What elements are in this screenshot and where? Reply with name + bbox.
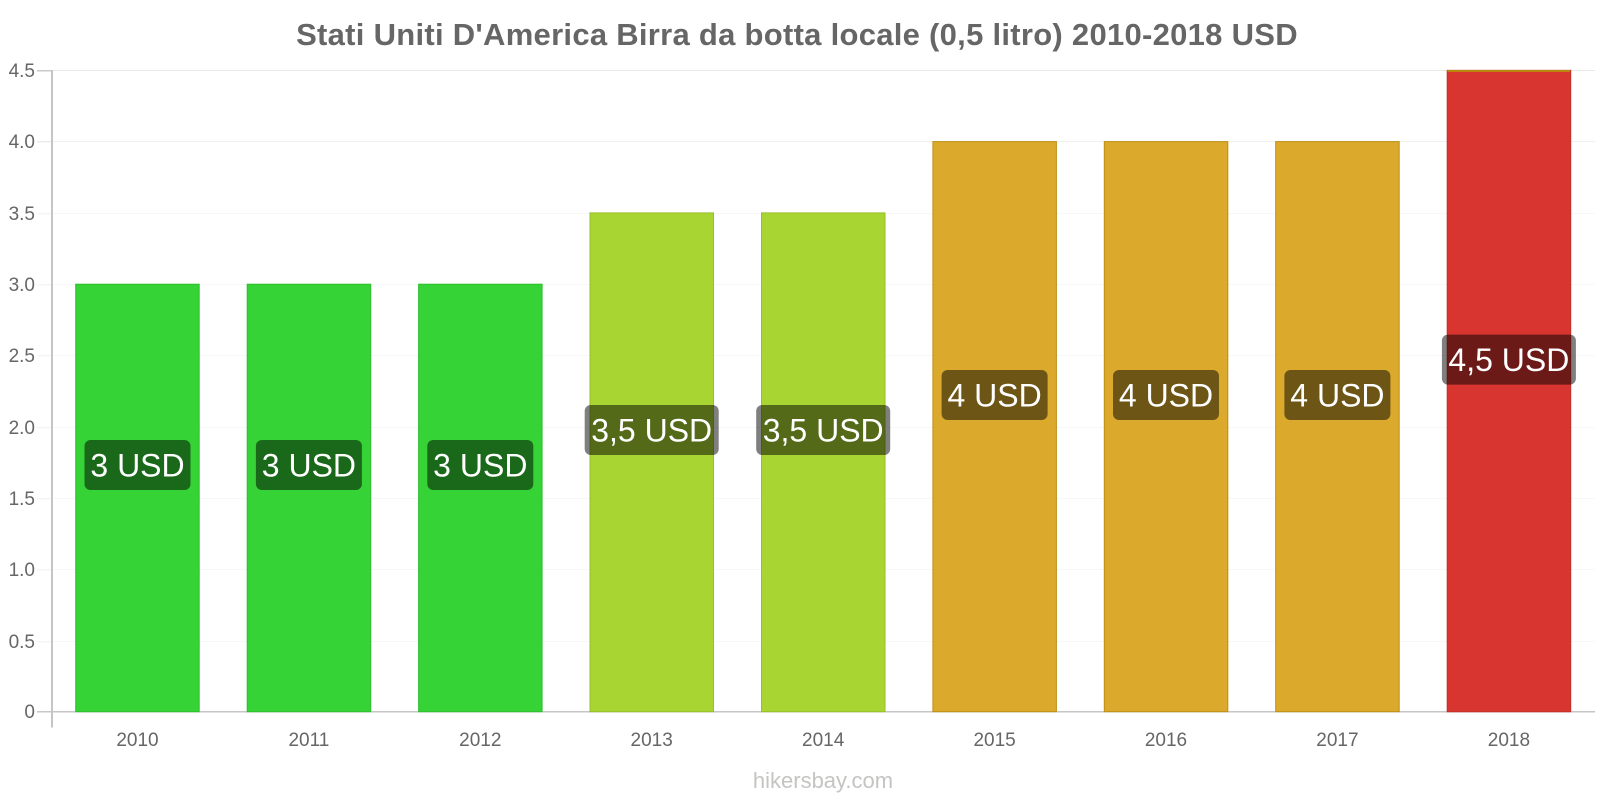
svg-text:3 USD: 3 USD (433, 448, 527, 484)
svg-text:3,5 USD: 3,5 USD (591, 413, 712, 449)
svg-text:0: 0 (24, 702, 35, 723)
svg-text:hikersbay.com: hikersbay.com (753, 768, 893, 793)
svg-text:2.0: 2.0 (9, 418, 35, 439)
svg-text:1.5: 1.5 (9, 489, 35, 510)
svg-text:3.5: 3.5 (9, 204, 35, 225)
svg-text:2013: 2013 (631, 730, 673, 751)
svg-text:4 USD: 4 USD (1119, 378, 1213, 414)
svg-text:2010: 2010 (116, 730, 158, 751)
svg-text:2016: 2016 (1145, 730, 1187, 751)
svg-text:3.0: 3.0 (9, 275, 35, 296)
svg-text:2011: 2011 (288, 730, 329, 751)
svg-text:3 USD: 3 USD (90, 448, 184, 484)
svg-text:2018: 2018 (1488, 730, 1530, 751)
svg-text:3 USD: 3 USD (262, 448, 356, 484)
svg-text:4,5 USD: 4,5 USD (1448, 342, 1569, 378)
svg-text:4.0: 4.0 (9, 132, 35, 153)
svg-text:3,5 USD: 3,5 USD (763, 413, 884, 449)
svg-text:2017: 2017 (1316, 730, 1358, 751)
svg-text:4 USD: 4 USD (947, 378, 1041, 414)
svg-text:0.5: 0.5 (9, 632, 35, 653)
svg-text:2015: 2015 (973, 730, 1015, 751)
svg-text:4 USD: 4 USD (1290, 378, 1384, 414)
svg-text:2012: 2012 (459, 730, 501, 751)
svg-text:4.5: 4.5 (9, 61, 35, 82)
svg-text:2014: 2014 (802, 730, 845, 751)
svg-text:2.5: 2.5 (9, 346, 35, 367)
svg-text:1.0: 1.0 (9, 560, 35, 581)
svg-text:Stati Uniti D'America Birra da: Stati Uniti D'America Birra da botta loc… (296, 17, 1298, 52)
